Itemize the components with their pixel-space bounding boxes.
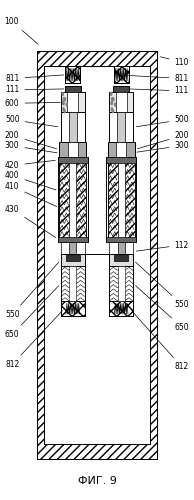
Circle shape	[112, 98, 113, 100]
Circle shape	[111, 102, 112, 104]
Bar	[108, 160, 135, 239]
Bar	[113, 86, 129, 92]
Circle shape	[112, 110, 113, 112]
Bar	[44, 66, 150, 444]
Bar	[109, 266, 133, 301]
Circle shape	[64, 110, 65, 112]
Text: 400: 400	[5, 171, 56, 190]
Bar	[61, 266, 85, 301]
Bar	[118, 266, 125, 301]
Bar	[66, 256, 80, 262]
Bar	[58, 157, 87, 242]
Bar	[107, 157, 136, 163]
Bar	[58, 236, 87, 242]
Text: 811: 811	[118, 74, 189, 83]
FancyBboxPatch shape	[36, 51, 158, 459]
Bar	[44, 66, 150, 444]
Bar	[116, 92, 127, 112]
Bar	[116, 142, 126, 157]
Text: 111: 111	[5, 86, 64, 94]
Bar	[65, 66, 80, 84]
Circle shape	[62, 92, 63, 96]
Bar	[109, 301, 133, 316]
Bar	[61, 112, 85, 142]
Bar	[36, 51, 158, 459]
Bar	[118, 157, 125, 242]
Circle shape	[111, 92, 112, 96]
Bar	[109, 112, 133, 142]
Bar	[61, 301, 85, 316]
Text: ФИГ. 9: ФИГ. 9	[78, 476, 116, 486]
Bar	[59, 160, 86, 239]
Text: 100: 100	[4, 17, 38, 44]
Bar	[109, 301, 133, 316]
Bar	[69, 242, 76, 254]
Text: 200: 200	[5, 131, 57, 149]
Bar	[61, 92, 85, 112]
Bar	[114, 66, 129, 84]
Text: 300: 300	[137, 141, 189, 152]
Circle shape	[113, 98, 114, 101]
Text: 812: 812	[5, 310, 62, 369]
Bar	[61, 301, 85, 316]
Bar	[59, 142, 86, 157]
Text: 110: 110	[160, 56, 189, 66]
Text: 650: 650	[5, 286, 59, 339]
Bar	[69, 157, 76, 242]
Bar	[107, 236, 136, 242]
Text: 500: 500	[136, 115, 189, 127]
Text: 811: 811	[5, 74, 64, 83]
Bar	[109, 242, 133, 254]
Circle shape	[111, 108, 113, 110]
Text: 550: 550	[136, 262, 189, 309]
Circle shape	[64, 98, 66, 101]
Text: 550: 550	[5, 262, 59, 319]
Bar	[36, 51, 158, 459]
Text: 420: 420	[5, 160, 55, 170]
Bar	[69, 266, 76, 301]
Text: 300: 300	[5, 141, 57, 153]
Text: 430: 430	[5, 204, 56, 238]
Bar	[68, 142, 78, 157]
Circle shape	[111, 102, 112, 104]
Circle shape	[63, 102, 64, 104]
Text: 200: 200	[137, 131, 189, 149]
Circle shape	[63, 108, 64, 110]
Bar	[61, 254, 85, 266]
Text: 500: 500	[5, 115, 58, 127]
Circle shape	[66, 103, 67, 106]
Bar	[65, 86, 81, 92]
Bar	[67, 92, 78, 112]
Bar	[109, 92, 133, 112]
Bar	[114, 66, 129, 84]
Circle shape	[115, 103, 116, 106]
Text: 112: 112	[136, 240, 189, 251]
Bar	[114, 256, 128, 262]
Bar	[118, 242, 125, 254]
Bar	[58, 157, 87, 163]
Bar	[109, 254, 133, 266]
Text: 600: 600	[5, 99, 60, 108]
Text: 650: 650	[136, 286, 189, 332]
Bar	[108, 142, 135, 157]
Bar	[59, 160, 86, 239]
Bar	[117, 112, 126, 142]
Bar	[65, 66, 80, 84]
Text: 111: 111	[130, 86, 189, 96]
Text: 812: 812	[132, 310, 189, 372]
Bar	[68, 112, 77, 142]
Bar	[107, 157, 136, 242]
Bar	[61, 242, 85, 254]
Circle shape	[63, 98, 64, 100]
Text: 410: 410	[5, 182, 57, 206]
Circle shape	[63, 102, 64, 104]
Bar	[108, 160, 135, 239]
